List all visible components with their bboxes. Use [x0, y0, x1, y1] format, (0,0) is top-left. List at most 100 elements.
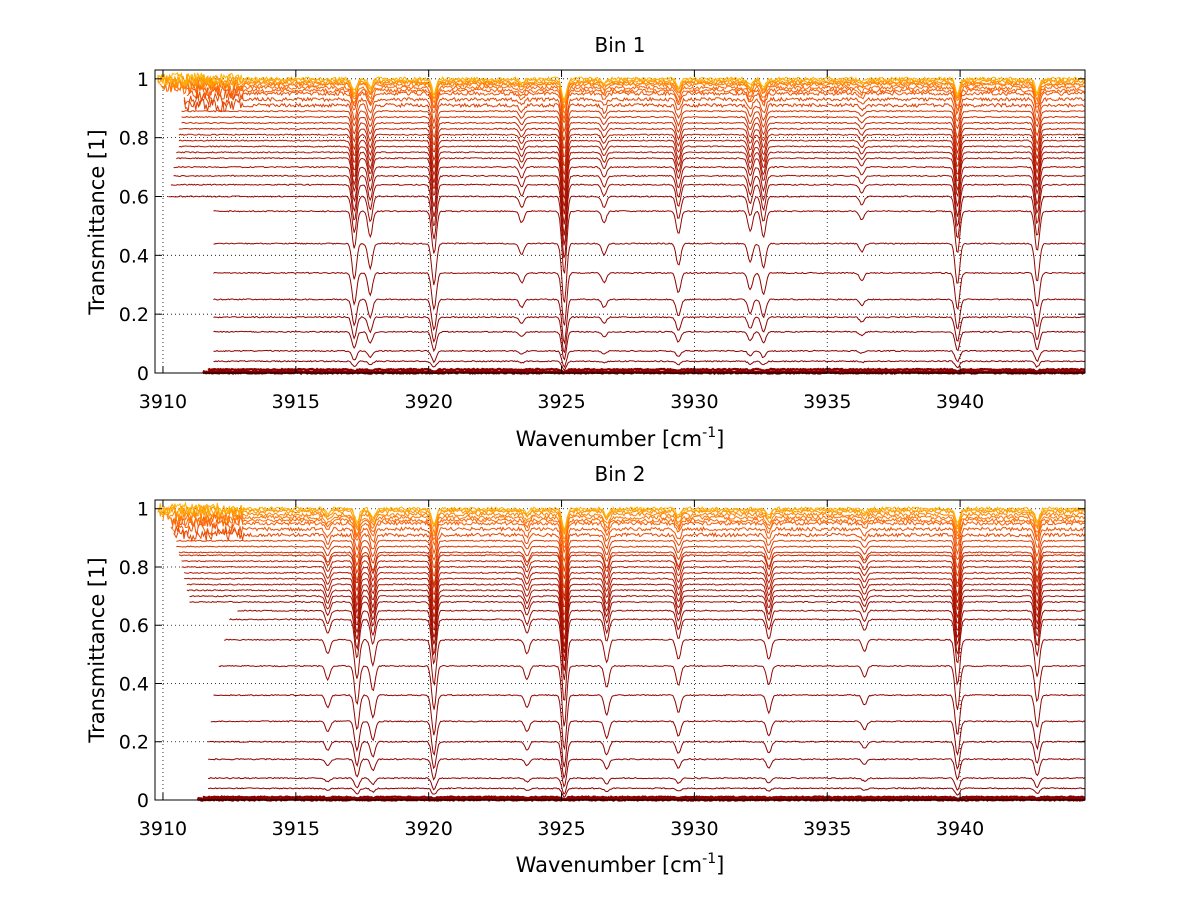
x-tick-label: 3920 [405, 818, 453, 840]
spectrum-line [213, 271, 1086, 326]
spectrum-line [181, 121, 1086, 167]
x-tick-label: 3930 [670, 391, 718, 413]
axes-box [154, 69, 1086, 374]
x-tick-label: 3925 [537, 818, 585, 840]
chart-title: Bin 1 [594, 33, 645, 57]
y-tick-label: 0.4 [119, 245, 149, 267]
spectrum-line [181, 559, 1086, 608]
spectrum-line [213, 209, 1085, 274]
spectrum-line [183, 92, 1086, 134]
y-tick-label: 0.8 [119, 557, 149, 579]
x-tick-label: 3940 [936, 391, 984, 413]
spectrum-line [178, 139, 1086, 192]
x-tick-label: 3935 [803, 818, 851, 840]
spectrum-line [186, 87, 1086, 124]
spectrum-line [189, 600, 1086, 661]
spectrum-line [189, 594, 1086, 654]
y-axis-label: Transmittance [1] [85, 129, 109, 315]
x-tick-label: 3930 [670, 818, 718, 840]
spectrum-line [181, 565, 1086, 616]
y-tick-label: 0.6 [119, 615, 149, 637]
ticks: 3910 3915 3920 3925 3930 3935 3940 0 0.2 0.4 0.6 0.… [119, 69, 1085, 413]
x-tick-label: 3910 [139, 818, 187, 840]
spectrum-line [213, 693, 1086, 751]
spectrum-line [208, 758, 1086, 788]
spectrum-line [224, 638, 1086, 701]
y-tick-label: 0.6 [119, 186, 149, 208]
panel-bin-1: 3910 3915 3920 3925 3930 3935 3940 0 0.2 0.4 0.6 0.… [85, 33, 1086, 451]
spectrum-line [213, 298, 1086, 345]
spectrum-line [173, 527, 1086, 572]
spectrum-line [170, 512, 1086, 549]
spectrum-line [168, 195, 1086, 259]
y-tick-label: 0.4 [119, 673, 149, 695]
x-tick-label: 3910 [139, 391, 187, 413]
spectrum-line [210, 720, 1086, 768]
x-tick-label: 3920 [405, 391, 453, 413]
x-tick-label: 3940 [936, 818, 984, 840]
spectrum-line [170, 515, 1086, 555]
spectrum-line [213, 349, 1086, 369]
spectrum-line [176, 157, 1086, 215]
x-axis-label: Wavenumber [cm-1] [516, 425, 725, 451]
spectrum-line [208, 776, 1086, 795]
spectrum-line [178, 554, 1086, 602]
spectrum-line [208, 787, 1086, 798]
spectrum-line [208, 740, 1085, 780]
spectrum-line [178, 127, 1086, 176]
spectrum-line [213, 330, 1086, 361]
spectrum-line [159, 75, 1086, 108]
spectrum-line [173, 174, 1086, 236]
spectrum-line [157, 72, 1086, 101]
spectrum-line [213, 359, 1086, 372]
y-tick-label: 0 [137, 363, 149, 385]
spectrum-line [178, 145, 1086, 200]
y-tick-label: 0.2 [119, 732, 149, 754]
chart-title: Bin 2 [594, 462, 645, 486]
x-tick-label: 3935 [803, 391, 851, 413]
y-tick-label: 1 [137, 499, 149, 521]
spectrum-line [184, 577, 1086, 631]
spectrum-line [183, 571, 1086, 624]
spectrum-line [176, 545, 1086, 589]
spectrum-line [183, 97, 1086, 141]
ticks: 3910 3915 3920 3925 3930 3935 3940 0 0.2 0.4 0.6 0.… [119, 499, 1085, 840]
y-tick-label: 0.8 [119, 128, 149, 150]
spectrum-line [178, 133, 1086, 184]
spectrum-line [207, 367, 1086, 374]
x-tick-label: 3915 [272, 818, 320, 840]
spectrum-line [186, 589, 1085, 647]
spectrum-line [157, 501, 1086, 531]
spectrum-line [162, 80, 1086, 114]
spectrum-line [218, 664, 1086, 727]
plot-area [155, 500, 1085, 800]
spectrum-line [170, 183, 1086, 246]
spectrum-line [213, 242, 1086, 303]
spectrum-line [237, 609, 1086, 671]
spectrum-line [229, 618, 1086, 681]
spectrum-line [176, 151, 1086, 207]
spectrum-line [167, 510, 1086, 545]
y-tick-label: 0 [137, 790, 149, 812]
panel-bin-2: 3910 3915 3920 3925 3930 3935 3940 0 0.2 0.4 0.6 0.… [85, 462, 1086, 877]
x-tick-label: 3915 [272, 391, 320, 413]
y-axis-label: Transmittance [1] [85, 557, 109, 743]
spectrum-line [181, 109, 1086, 149]
y-tick-label: 1 [137, 69, 149, 91]
spectrum-line [181, 115, 1086, 158]
spectrum-line [176, 539, 1086, 579]
spectrum-line [173, 165, 1086, 225]
spectrum-line [186, 583, 1086, 640]
x-tick-label: 3925 [537, 391, 585, 413]
axes-box [154, 499, 1086, 801]
spectrum-line [162, 506, 1086, 540]
plot-area [155, 70, 1085, 373]
spectrum-line [173, 521, 1086, 563]
y-tick-label: 0.2 [119, 304, 149, 326]
spectrum-line [213, 315, 1086, 354]
spectrum-line [186, 84, 1085, 122]
spectrum-line [178, 551, 1086, 598]
series-curves [157, 501, 1086, 803]
spectrum-line [202, 795, 1086, 801]
